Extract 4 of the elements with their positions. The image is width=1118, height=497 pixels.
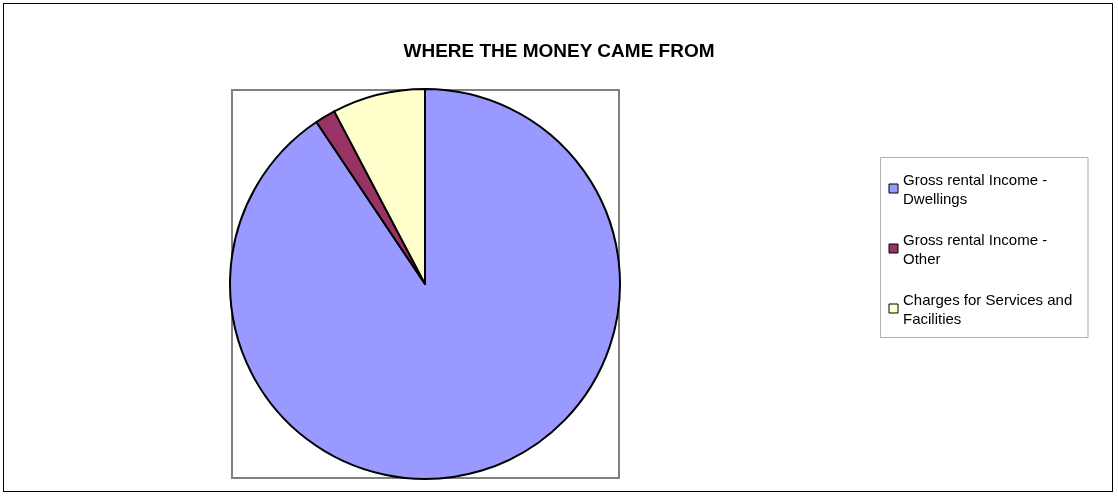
legend-label: Charges for Services and Facilities [903, 290, 1077, 327]
legend-label: Gross rental Income - Other [903, 230, 1052, 267]
chart-title: WHERE THE MONEY CAME FROM [403, 40, 715, 61]
legend-label: Gross rental Income - Dwellings [903, 170, 1052, 207]
